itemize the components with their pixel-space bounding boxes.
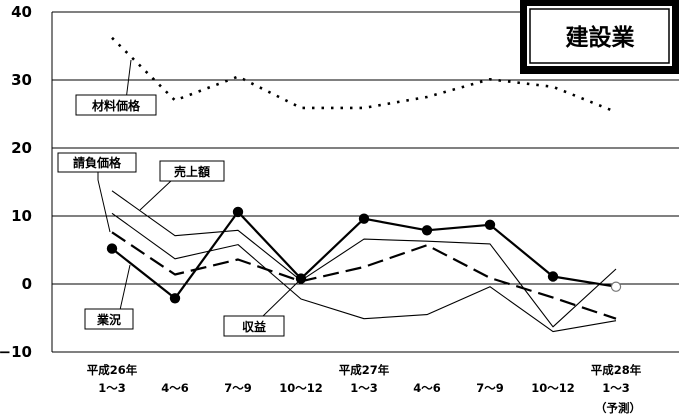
x-tick-label-year: 平成26年 [87,363,138,377]
series-line [111,212,617,333]
label-material-text: 材料価格 [91,98,141,113]
label-business-leader [119,264,131,311]
label-sales-text: 売上額 [174,164,210,179]
y-tick-label: 10 [11,207,32,225]
x-axis-ticks: 平成26年 1〜3 4〜6 7〜9 10〜12 平成27年 1〜3 4〜6 7〜9 10〜12 平成… [87,363,642,395]
y-tick-label: 30 [11,71,32,89]
x-tick-label: 10〜12 [279,381,323,395]
x-tick-label: 1〜3 [602,381,630,395]
series-point-marker [232,206,244,218]
y-tick-label: 0 [22,275,32,293]
y-tick-label: 20 [11,139,32,157]
x-tick-label-year: 平成28年 [591,363,642,377]
series-point-marker [484,219,496,230]
label-business: 業況 [84,264,134,330]
series-line [111,190,617,328]
series-point-marker [547,271,559,282]
forecast-note: （予測） [595,401,641,415]
label-business-text: 業況 [96,312,121,327]
chart-title: 建設業 [566,24,636,51]
label-profit-leader [261,279,301,318]
y-tick-label: −10 [0,343,32,361]
x-tick-label: 1〜3 [98,381,126,395]
x-tick-label: 7〜9 [476,381,504,395]
label-profit: 収益 [223,279,301,337]
series-group [106,36,622,333]
label-material-box [75,94,157,116]
y-tick-label: 40 [11,3,32,21]
title-box: 建設業 [520,0,679,74]
x-tick-label: 7〜9 [224,381,252,395]
x-tick-label: 4〜6 [413,381,441,395]
title-box-inner-border [529,8,670,64]
y-axis-ticks: 40 30 20 10 0 −10 [0,3,32,361]
label-profit-text: 収益 [242,319,266,334]
series-line [111,210,617,300]
label-material: 材料価格 [75,59,157,116]
label-contract-box [57,152,137,173]
label-contract-leader [97,172,111,233]
series-point-marker [421,225,433,236]
series-point-marker [358,213,370,224]
x-tick-label: 1〜3 [350,381,378,395]
x-tick-label: 10〜12 [531,381,575,395]
x-tick-label-year: 平成27年 [339,363,390,377]
label-business-box [84,308,134,330]
label-contract-text: 請負価格 [73,155,122,170]
label-profit-box [223,315,285,337]
label-material-leader [125,59,132,101]
label-sales-box [159,160,225,182]
x-tick-label: 4〜6 [161,381,189,395]
series-line [111,231,617,320]
series-point-marker [106,243,118,254]
series-point-marker [169,293,181,304]
label-sales: 売上額 [139,160,225,211]
label-sales-leader [139,179,173,211]
forecast-point-marker [610,281,622,292]
label-contract: 請負価格 [57,152,137,233]
